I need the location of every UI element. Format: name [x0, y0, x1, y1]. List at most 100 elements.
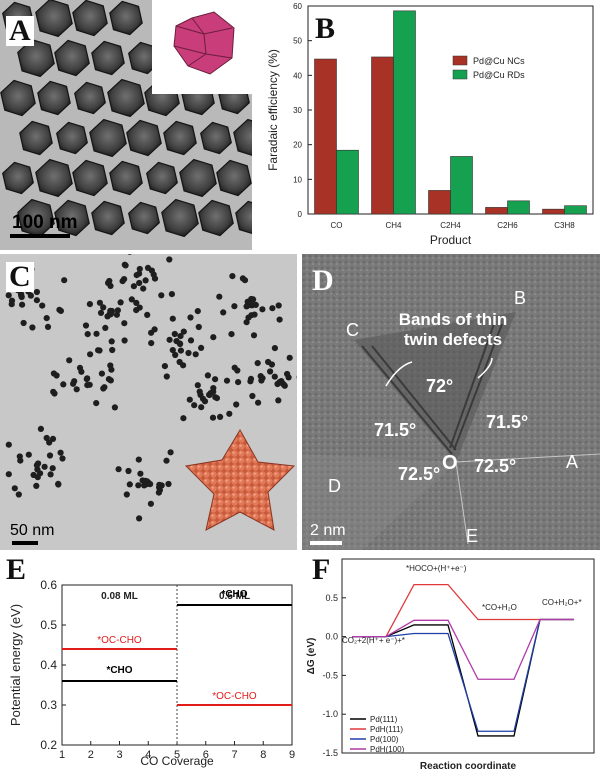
- y-tick-label: 30: [293, 106, 302, 115]
- nanoparticle: [207, 390, 214, 397]
- state-label-hoco: *HOCO+(H⁺+e⁻): [406, 564, 467, 573]
- nanoparticle: [130, 283, 137, 290]
- nanoparticle: [195, 323, 202, 331]
- x-tick-label: 9: [289, 749, 295, 761]
- panel-label-e: E: [6, 553, 27, 586]
- nanoparticle: [136, 265, 143, 273]
- nanoparticle: [144, 311, 151, 318]
- nanoparticle: [226, 410, 233, 417]
- star-decahedron-model: [184, 429, 296, 531]
- point-label-d: D: [328, 476, 341, 496]
- nanoparticle: [125, 467, 132, 475]
- panel-f: -1.5 -1.0 -0.5 0.0 0.5 CO₂+2(H⁺+ e⁻)+* *HOCO+(…: [302, 553, 600, 775]
- x-axis-title: CO Coverage: [140, 754, 214, 768]
- angle-71-5-left: 71.5°: [374, 420, 417, 440]
- nanoparticle: [255, 399, 262, 406]
- nanocrystal: [109, 160, 143, 196]
- scale-label-d: 2 nm: [310, 522, 346, 539]
- y-tick-label: 0.3: [40, 698, 57, 712]
- region-label-low: 0.08 ML: [101, 591, 138, 602]
- nanoparticle: [147, 500, 154, 507]
- x-tick-label: 3: [116, 749, 122, 761]
- nanocrystal: [198, 199, 234, 237]
- nanoparticle: [20, 319, 27, 327]
- y-tick-label: -1.0: [322, 709, 338, 719]
- point-label-o: O: [442, 452, 458, 474]
- nanoparticle: [108, 338, 115, 345]
- nanocrystal: [35, 0, 73, 38]
- nanoparticle: [247, 378, 254, 385]
- y-tick-label: 0: [298, 210, 303, 219]
- bar-pd-cu-ncs: [314, 58, 337, 215]
- nanoparticle: [231, 364, 238, 371]
- nanoparticle: [186, 396, 193, 403]
- bar-pd-cu-ncs: [371, 56, 394, 215]
- nanocrystal: [0, 79, 36, 117]
- nanoparticle: [11, 485, 18, 492]
- legend-label: Pd(100): [370, 735, 399, 744]
- nanoparticle: [136, 270, 143, 277]
- nanoparticle: [46, 452, 54, 459]
- nanoparticle: [50, 370, 58, 377]
- nanocrystal: [72, 0, 108, 37]
- y-axis-title: Faradaic efficiency (%): [266, 49, 280, 171]
- nanocrystal: [37, 80, 71, 116]
- nanocrystal: [163, 120, 197, 156]
- nanoparticle: [43, 315, 50, 322]
- nanoparticle: [233, 401, 240, 408]
- scale-bar-c: [12, 541, 38, 545]
- angle-72: 72°: [426, 376, 454, 396]
- nanocrystal: [107, 78, 145, 118]
- nanoparticle: [209, 414, 217, 421]
- panel-b: 0 10 20 30 40 50 60 CO CH4 C2H4 C2H6 C3H8 Product Far…: [253, 0, 600, 250]
- panel-label-d: D: [312, 264, 334, 297]
- legend-swatch: [452, 69, 468, 80]
- nanoparticle: [121, 261, 128, 268]
- nanoparticle: [50, 388, 57, 395]
- nanoparticle: [101, 384, 108, 391]
- nanoparticle: [191, 402, 198, 409]
- nanoparticle: [169, 347, 176, 354]
- nanoparticle: [241, 277, 249, 284]
- nanoparticle: [87, 351, 94, 358]
- x-tick-label: CO: [331, 221, 343, 230]
- legend-swatch: [452, 55, 468, 66]
- x-tick-label: 5: [174, 749, 180, 761]
- energy-level-label: *OC-CHO: [212, 691, 257, 702]
- nanoparticle: [223, 377, 231, 384]
- rhombic-dodecahedron-model: [173, 11, 235, 75]
- nanoparticle: [126, 481, 133, 488]
- nanocrystal: [56, 121, 88, 155]
- nanocrystal: [74, 81, 106, 115]
- nanoparticle: [245, 314, 252, 321]
- point-label-b: B: [514, 288, 527, 308]
- nanoparticle: [144, 264, 152, 271]
- nanoparticle: [18, 292, 25, 299]
- nanoparticle: [102, 324, 109, 331]
- nanoparticle: [47, 471, 54, 478]
- nanocrystal: [235, 200, 252, 235]
- y-tick-label: 40: [293, 71, 302, 80]
- nanoparticle: [78, 368, 85, 375]
- nanoparticle: [96, 347, 103, 354]
- nanoparticle: [137, 470, 144, 477]
- nanoparticle: [180, 328, 187, 335]
- nanoparticle: [156, 484, 163, 491]
- nanoparticle: [187, 337, 195, 344]
- nanocrystal: [89, 118, 127, 158]
- nanocrystal: [17, 38, 55, 78]
- nanoparticle: [250, 332, 258, 339]
- nanoparticle: [86, 301, 93, 308]
- nanoparticle: [148, 340, 155, 347]
- line-chart-e: 0.2 0.3 0.4 0.5 0.6 1 2 3 4 5 6 7 8 9 0.08 ML 0.5 ML *OC…: [8, 578, 295, 768]
- nanoparticle: [5, 471, 12, 478]
- nanoparticle: [44, 323, 52, 330]
- nanocrystal: [233, 118, 252, 156]
- nanoparticle: [163, 457, 170, 464]
- scale-bar-a: [10, 234, 70, 238]
- nanoparticle: [136, 279, 143, 287]
- nanoparticle: [142, 277, 149, 284]
- nanocrystal: [126, 119, 162, 157]
- nanoparticle: [212, 376, 219, 383]
- nanocrystal: [35, 158, 73, 198]
